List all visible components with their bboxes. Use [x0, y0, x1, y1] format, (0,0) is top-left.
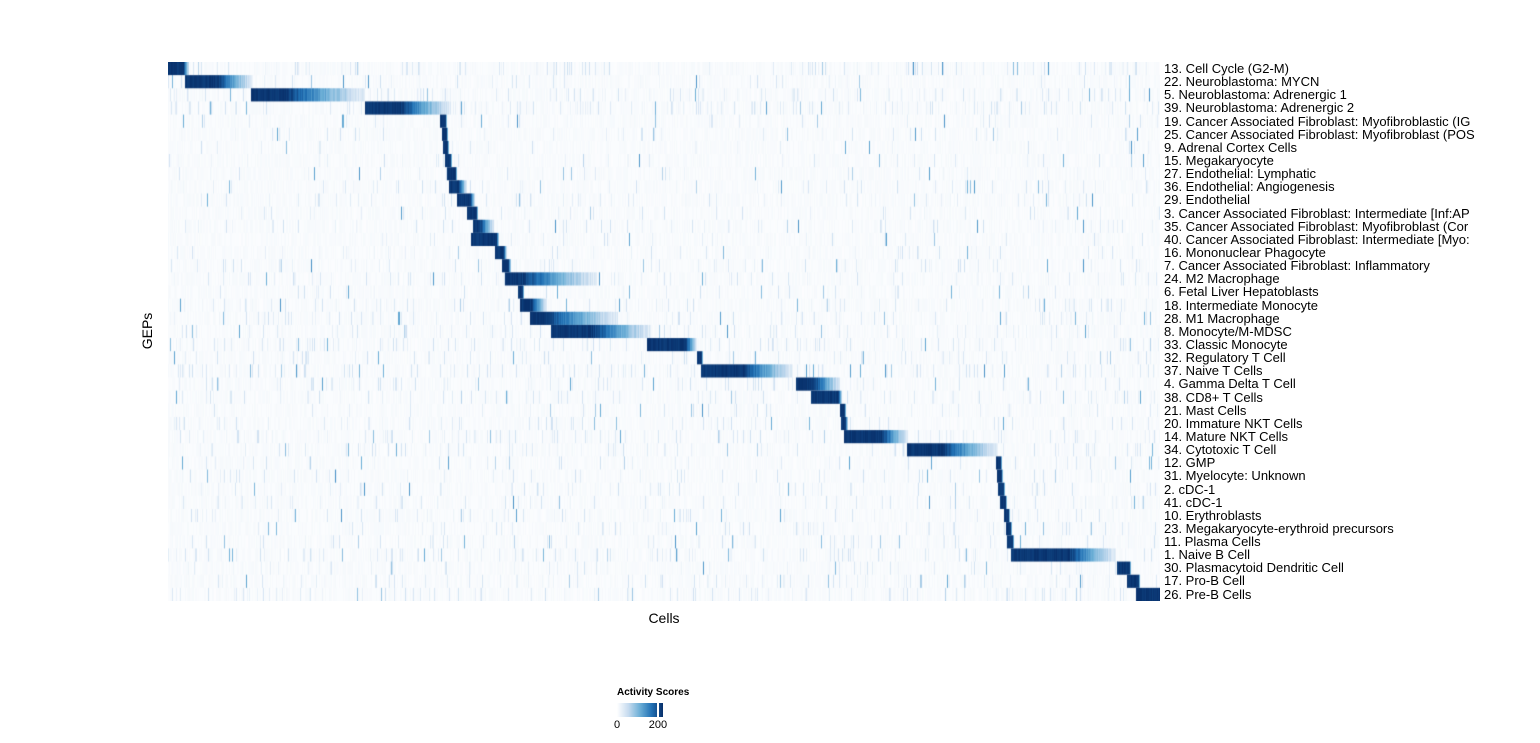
y-axis-label: GEPs — [139, 312, 155, 350]
row-label: 15. Megakaryocyte — [1164, 152, 1274, 168]
row-label: 6. Fetal Liver Hepatoblasts — [1164, 284, 1319, 300]
row-label: 28. M1 Macrophage — [1164, 310, 1280, 326]
row-label: 23. Megakaryocyte-erythroid precursors — [1164, 520, 1394, 536]
row-label: 4. Gamma Delta T Cell — [1164, 376, 1296, 392]
row-label: 14. Mature NKT Cells — [1164, 428, 1289, 444]
row-label: 17. Pro-B Cell — [1164, 573, 1245, 589]
row-label: 35. Cancer Associated Fibroblast: Myofib… — [1164, 218, 1469, 234]
legend-tick-label-min: 0 — [613, 719, 621, 731]
row-label: 41. cDC-1 — [1164, 494, 1223, 510]
legend-gradient — [617, 703, 663, 717]
row-label: 2. cDC-1 — [1164, 481, 1216, 497]
row-label: 36. Endothelial: Angiogenesis — [1164, 179, 1335, 195]
legend-title: Activity Scores — [617, 687, 690, 698]
row-label: 27. Endothelial: Lymphatic — [1164, 166, 1317, 182]
legend-gradient-bar — [617, 703, 663, 717]
heatmap-plot — [168, 62, 1160, 601]
row-label: 3. Cancer Associated Fibroblast: Interme… — [1164, 205, 1470, 221]
row-label: 24. M2 Macrophage — [1164, 271, 1280, 287]
row-label: 31. Myelocyte: Unknown — [1164, 468, 1306, 484]
x-axis-label: Cells — [648, 610, 680, 626]
row-label: 34. Cytotoxic T Cell — [1164, 442, 1277, 458]
row-labels-axis: 13. Cell Cycle (G2-M) 22. Neuroblastoma: … — [1164, 62, 1540, 601]
row-label: 5. Neuroblastoma: Adrenergic 1 — [1164, 87, 1347, 103]
row-label: 11. Plasma Cells — [1164, 534, 1261, 550]
row-label: 32. Regulatory T Cell — [1164, 350, 1286, 366]
row-label: 21. Mast Cells — [1164, 402, 1247, 418]
row-label: 18. Intermediate Monocyte — [1164, 297, 1318, 313]
legend-tick-label-200: 200 — [648, 719, 668, 731]
row-label: 19. Cancer Associated Fibroblast: Myofib… — [1164, 113, 1471, 129]
row-label: 10. Erythroblasts — [1164, 507, 1262, 523]
row-label: 30. Plasmacytoid Dendritic Cell — [1164, 560, 1344, 576]
row-label: 37. Naive T Cells — [1164, 363, 1263, 379]
legend-tick-mark — [656, 703, 659, 717]
row-label: 29. Endothelial — [1164, 192, 1251, 208]
row-label: 7. Cancer Associated Fibroblast: Inflamm… — [1164, 258, 1430, 274]
row-label: 25. Cancer Associated Fibroblast: Myofib… — [1164, 126, 1475, 142]
row-label: 1. Naive B Cell — [1164, 547, 1250, 563]
row-label: 16. Mononuclear Phagocyte — [1164, 244, 1326, 260]
row-label: 39. Neuroblastoma: Adrenergic 2 — [1164, 100, 1355, 116]
legend-tick-labels: 0 200 — [613, 719, 667, 733]
row-label: 22. Neuroblastoma: MYCN — [1164, 74, 1320, 90]
row-label: 33. Classic Monocyte — [1164, 336, 1288, 352]
row-label: 26. Pre-B Cells — [1164, 586, 1252, 601]
row-label: 38. CD8+ T Cells — [1164, 389, 1263, 405]
row-label: 8. Monocyte/M-MDSC — [1164, 323, 1292, 339]
legend: Activity Scores 0 200 — [613, 687, 737, 737]
row-label: 9. Adrenal Cortex Cells — [1164, 139, 1297, 155]
row-label: 12. GMP — [1164, 455, 1216, 471]
row-label: 20. Immature NKT Cells — [1164, 415, 1303, 431]
row-label: 13. Cell Cycle (G2-M) — [1164, 62, 1289, 76]
row-label: 40. Cancer Associated Fibroblast: Interm… — [1164, 231, 1470, 247]
